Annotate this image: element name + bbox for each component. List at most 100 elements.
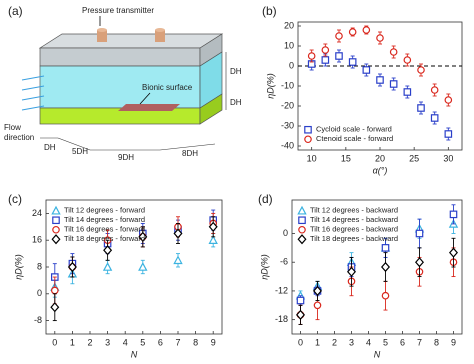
- x-tick-label: 9: [451, 337, 456, 347]
- x-tick-label: 7: [175, 337, 180, 347]
- marker: [348, 28, 357, 36]
- marker: [449, 210, 458, 219]
- y-tick-label: 24: [32, 208, 42, 218]
- flow-label: direction: [4, 133, 34, 142]
- x-tick-label: 4: [123, 337, 128, 347]
- x-tick-label: 3: [349, 337, 354, 347]
- marker: [444, 130, 453, 138]
- legend-label: Ctenoid scale - forward: [316, 134, 393, 143]
- y-tick-label: -8: [34, 315, 42, 325]
- x-tick-label: 6: [158, 337, 163, 347]
- legend-marker: [298, 225, 306, 234]
- y-tick-label: 8: [37, 261, 42, 271]
- legend-label: Tilt 18 degrees - forward: [64, 234, 145, 243]
- legend-marker: [52, 216, 60, 225]
- bionic-patch: [118, 104, 180, 111]
- pointer: [139, 92, 151, 105]
- dim-label: DH: [44, 143, 56, 152]
- marker: [444, 96, 453, 104]
- marker: [102, 262, 113, 271]
- y-tick-label: 20: [284, 20, 294, 30]
- x-axis-label: N: [131, 349, 138, 359]
- x-tick-label: 2: [332, 337, 337, 347]
- marker: [430, 86, 439, 94]
- y-tick-label: -20: [281, 100, 294, 110]
- y-axis-label: ηD(%): [265, 73, 275, 99]
- x-tick-label: 0: [298, 337, 303, 347]
- panel-label: (b): [262, 4, 277, 18]
- dim-label: DH: [230, 67, 242, 76]
- marker: [138, 231, 148, 242]
- marker: [362, 26, 371, 34]
- flow-arrows: [21, 75, 45, 111]
- dim-label: 8DH: [182, 149, 198, 158]
- legend-marker: [51, 205, 61, 215]
- x-axis-label: N: [374, 349, 381, 359]
- marker: [208, 235, 218, 244]
- marker: [348, 58, 357, 66]
- marker: [362, 66, 371, 74]
- transmitter: [155, 30, 165, 42]
- y-tick-label: -40: [281, 140, 294, 150]
- legend-label: Tilt 16 degrees - forward: [64, 225, 145, 234]
- marker: [381, 261, 390, 273]
- dimension-lines: [40, 52, 227, 151]
- transmitter-cap: [97, 28, 107, 32]
- x-tick-label: 2: [87, 337, 92, 347]
- x-tick-label: 5: [383, 337, 388, 347]
- x-tick-label: 6: [400, 337, 405, 347]
- panel-label: (c): [8, 192, 22, 206]
- marker: [67, 261, 77, 273]
- plot-frame: [291, 199, 463, 335]
- marker: [376, 34, 384, 42]
- marker: [347, 266, 356, 277]
- legend-label: Tilt 16 degrees - backward: [310, 225, 398, 234]
- x-tick-label: 5: [140, 337, 145, 347]
- marker: [307, 52, 316, 60]
- marker: [415, 257, 424, 268]
- marker: [449, 247, 458, 258]
- y-axis-label: ηD(%): [259, 254, 269, 280]
- y-tick-label: -6: [280, 257, 288, 267]
- bottom-slab-side: [199, 93, 223, 125]
- marker: [50, 302, 60, 313]
- legend-marker: [51, 234, 61, 245]
- x-tick-label: 1: [70, 337, 75, 347]
- marker: [417, 104, 425, 112]
- marker: [415, 229, 424, 238]
- x-tick-label: 25: [409, 153, 419, 163]
- legend-marker: [297, 205, 307, 215]
- x-tick-label: 0: [52, 337, 57, 347]
- marker: [335, 52, 343, 60]
- y-tick-label: 16: [32, 235, 42, 245]
- legend-label: Tilt 14 degrees - backward: [310, 215, 398, 224]
- x-tick-label: 9: [211, 337, 216, 347]
- transmitter: [97, 30, 107, 42]
- x-tick-label: 20: [375, 153, 385, 163]
- marker: [173, 255, 183, 265]
- marker: [430, 114, 439, 122]
- marker: [138, 262, 148, 271]
- y-tick-label: 0: [289, 60, 294, 70]
- marker: [403, 88, 412, 96]
- marker: [417, 66, 425, 74]
- top-slab-top: [38, 33, 224, 49]
- legend-label: Tilt 18 degrees - backward: [310, 234, 398, 243]
- marker: [389, 80, 398, 88]
- dim-label: DH: [230, 98, 242, 107]
- y-tick-label: -30: [281, 120, 294, 130]
- marker: [381, 244, 390, 252]
- marker: [313, 301, 322, 310]
- marker: [208, 221, 218, 232]
- y-tick-label: 10: [284, 40, 294, 50]
- x-tick-label: 8: [193, 337, 198, 347]
- legend-label: Cycloid scale - forward: [316, 125, 392, 134]
- panel-label: (a): [8, 4, 23, 18]
- legend-label: Tilt 12 degrees - backward: [310, 206, 398, 215]
- y-tick-label: 0: [37, 288, 42, 298]
- marker: [376, 76, 384, 84]
- pressure-label: Pressure transmitter: [82, 6, 154, 15]
- marker: [103, 245, 113, 256]
- x-tick-label: 7: [417, 337, 422, 347]
- transmitter-cap: [155, 28, 165, 32]
